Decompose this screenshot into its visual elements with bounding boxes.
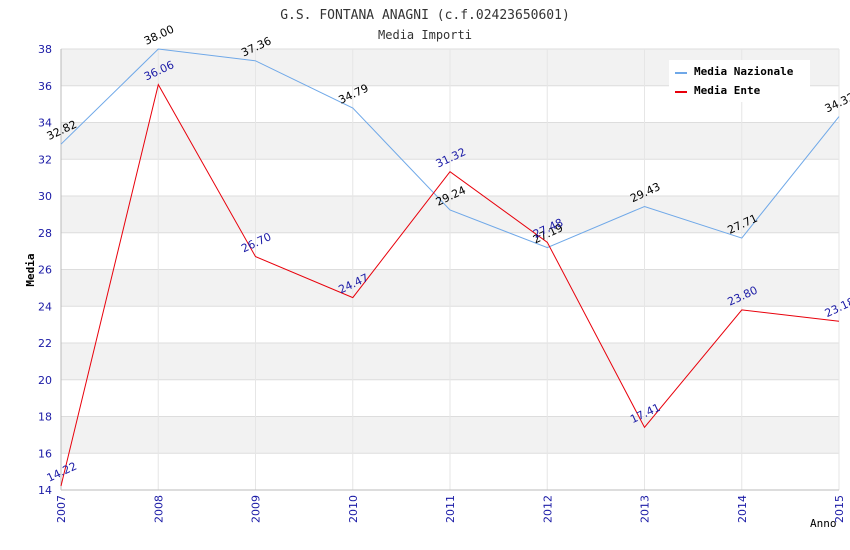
y-tick-label: 14 [38,484,52,497]
x-tick-label: 2008 [152,495,165,523]
legend-box [669,60,810,102]
series-layer [60,48,840,487]
x-tick-label: 2007 [55,495,68,523]
chart-subtitle: Media Importi [378,28,472,42]
y-tick-label: 20 [38,374,52,387]
x-tick-label: 2014 [736,495,749,523]
legend-label-ente: Media Ente [694,84,761,97]
y-tick-labels: 14 16 18 20 22 24 26 28 30 32 34 36 38 [38,43,52,497]
chart-title: G.S. FONTANA ANAGNI (c.f.02423650601) [280,8,570,23]
x-tick-label: 2012 [541,495,554,523]
x-axis-label: Anno [810,517,837,530]
y-tick-label: 38 [38,43,52,56]
x-tick-label: 2011 [444,495,457,523]
y-tick-label: 28 [38,227,52,240]
y-tick-label: 36 [38,80,52,93]
series-line-nazionale [60,48,840,249]
y-tick-label: 16 [38,447,52,460]
y-tick-label: 26 [38,264,52,277]
x-tick-label: 2013 [639,495,652,523]
y-tick-label: 22 [38,337,52,350]
y-tick-label: 18 [38,411,52,424]
y-tick-label: 30 [38,190,52,203]
y-axis-label: Media [24,253,37,286]
x-tick-labels: 2007 2008 2009 2010 2011 2012 2013 2014 2015 [55,495,846,523]
x-tick-label: 2010 [347,495,360,523]
y-tick-label: 24 [38,300,52,313]
data-label: 38.00 [142,23,176,48]
x-tick-label: 2009 [250,495,263,523]
series-line-ente [60,83,840,487]
legend: Media Nazionale Media Ente [669,60,810,102]
y-tick-label: 34 [38,117,52,130]
y-tick-label: 32 [38,153,52,166]
legend-label-nazionale: Media Nazionale [694,65,794,78]
grid-lines [60,48,840,491]
x-tick-label: 2015 [833,495,846,523]
